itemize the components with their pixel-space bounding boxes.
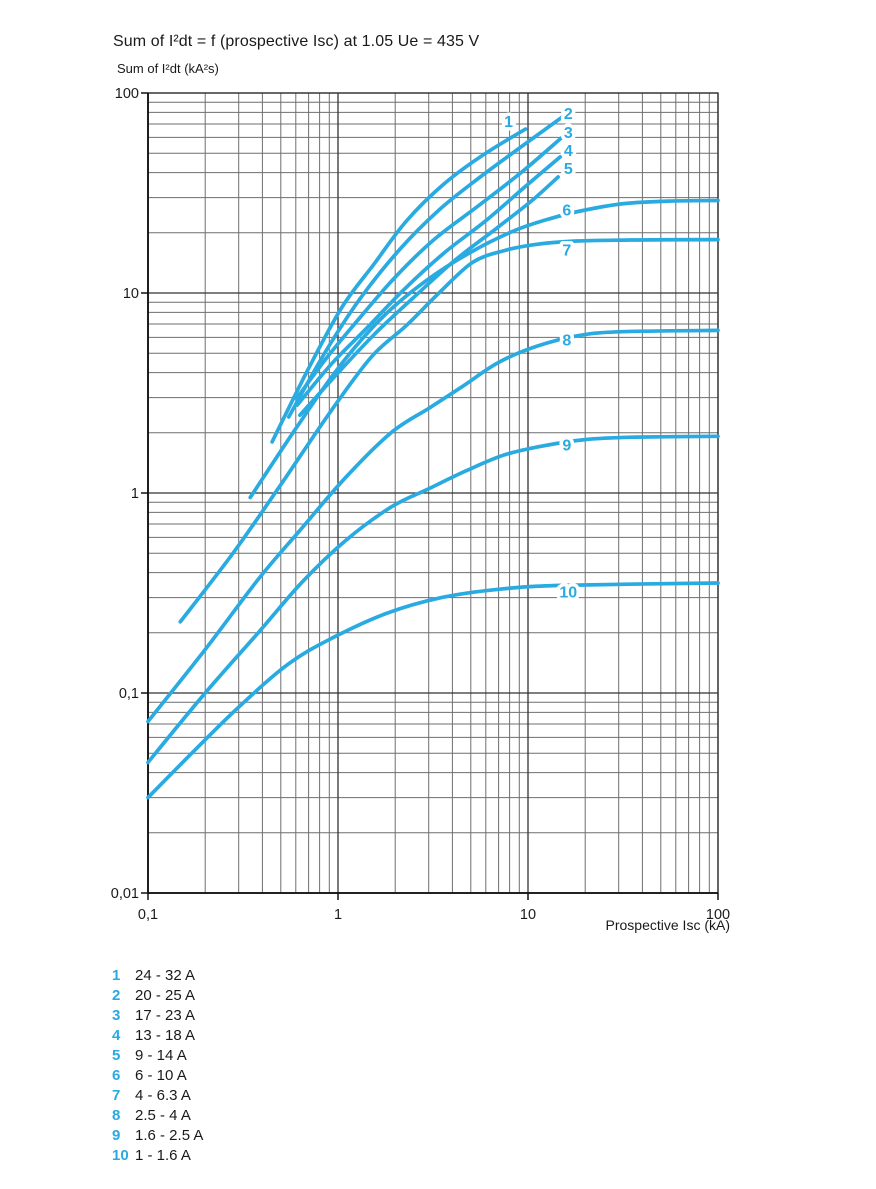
legend-curve-range: 17 - 23 A — [135, 1007, 196, 1024]
chart-title: Sum of I²dt = f (prospective Isc) at 1.0… — [113, 33, 480, 50]
legend: 1 24 - 32 A 2 20 - 25 A 3 17 - 23 A 4 13 - 18 A… — [112, 966, 203, 1166]
curve-label-3: 3 — [564, 125, 573, 142]
legend-curve-number: 2 — [112, 987, 121, 1004]
legend-curve-range: 1 - 1.6 A — [135, 1147, 191, 1164]
curve-7 — [178, 237, 720, 624]
legend-curve-range: 20 - 25 A — [135, 987, 196, 1004]
legend-curve-number: 7 — [112, 1087, 121, 1104]
x-tick-label-10: 10 — [520, 907, 536, 923]
curve-4 — [295, 154, 563, 407]
curve-6 — [248, 198, 720, 500]
legend-row: 10 1 - 1.6 A — [112, 1146, 203, 1166]
y-tick-label-10: 10 — [123, 286, 139, 302]
legend-curve-number: 5 — [112, 1047, 121, 1064]
curve-label-5: 5 — [564, 161, 573, 178]
legend-row: 3 17 - 23 A — [112, 1006, 203, 1026]
curve-1 — [270, 127, 528, 444]
curve-5 — [298, 175, 560, 418]
legend-curve-number: 4 — [112, 1027, 121, 1044]
legend-curve-range: 4 - 6.3 A — [135, 1087, 191, 1104]
curve-label-9: 9 — [562, 437, 571, 454]
legend-row: 2 20 - 25 A — [112, 986, 203, 1006]
curve-label-1: 1 — [504, 114, 513, 131]
x-tick-label-1: 1 — [334, 907, 342, 923]
curve-9 — [146, 434, 720, 765]
x-axis-title: Prospective Isc (kA) — [605, 917, 730, 933]
y-tick-label-1: 1 — [131, 486, 139, 502]
curve-label-8: 8 — [562, 333, 571, 350]
y-axis-unit-label: Sum of I²dt (kA²s) — [117, 61, 219, 76]
legend-row: 4 13 - 18 A — [112, 1026, 203, 1046]
legend-row: 6 6 - 10 A — [112, 1066, 203, 1086]
curve-2 — [286, 114, 565, 419]
legend-curve-range: 1.6 - 2.5 A — [135, 1127, 204, 1144]
axis-ticks — [141, 92, 719, 900]
curve-3 — [295, 135, 564, 400]
curve-label-10: 10 — [559, 584, 577, 601]
legend-curve-range: 9 - 14 A — [135, 1047, 187, 1064]
x-tick-label-0,1: 0,1 — [138, 907, 158, 923]
y-tick-label-100: 100 — [115, 86, 139, 102]
legend-row: 1 24 - 32 A — [112, 966, 203, 986]
curve-label-2: 2 — [564, 106, 573, 123]
curve-10 — [146, 581, 720, 800]
y-tick-label-0,1: 0,1 — [119, 686, 139, 702]
legend-row: 5 9 - 14 A — [112, 1046, 203, 1066]
legend-curve-range: 6 - 10 A — [135, 1067, 187, 1084]
legend-curve-number: 6 — [112, 1067, 121, 1084]
y-tick-label-0,01: 0,01 — [111, 886, 139, 902]
x-tick-label-100: 100 — [706, 907, 730, 923]
legend-curve-range: 24 - 32 A — [135, 967, 196, 984]
legend-row: 7 4 - 6.3 A — [112, 1086, 203, 1106]
curve-label-6: 6 — [562, 203, 571, 220]
curve-8 — [146, 328, 720, 724]
legend-curve-range: 13 - 18 A — [135, 1027, 196, 1044]
legend-curve-range: 2.5 - 4 A — [135, 1107, 191, 1124]
legend-curve-number: 9 — [112, 1127, 121, 1144]
legend-row: 8 2.5 - 4 A — [112, 1106, 203, 1126]
curve-label-4: 4 — [564, 143, 573, 160]
legend-curve-number: 8 — [112, 1107, 121, 1124]
curve-label-7: 7 — [562, 243, 571, 260]
legend-curve-number: 3 — [112, 1007, 121, 1024]
legend-curve-number: 1 — [112, 967, 121, 984]
legend-row: 9 1.6 - 2.5 A — [112, 1126, 203, 1146]
legend-curve-number: 10 — [112, 1147, 129, 1164]
